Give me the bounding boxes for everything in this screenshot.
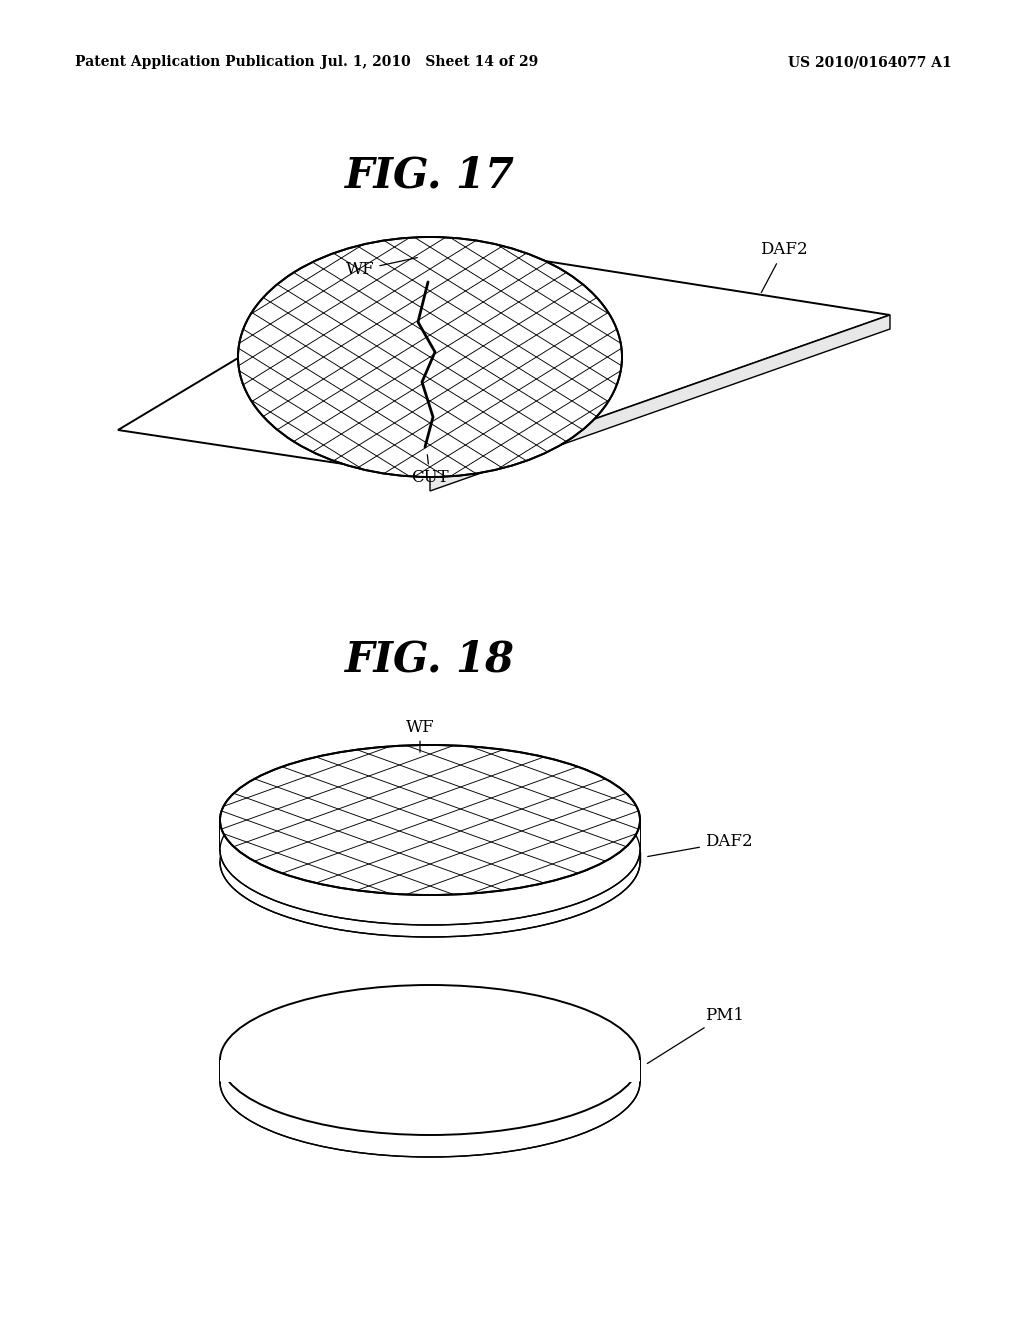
Ellipse shape: [238, 238, 622, 477]
Text: PM1: PM1: [647, 1006, 744, 1064]
Polygon shape: [118, 243, 890, 477]
Ellipse shape: [220, 787, 640, 937]
Text: WF: WF: [406, 718, 434, 752]
Polygon shape: [220, 1060, 640, 1082]
Text: WF: WF: [346, 257, 418, 279]
Polygon shape: [430, 315, 890, 491]
Ellipse shape: [220, 744, 640, 895]
Text: Jul. 1, 2010   Sheet 14 of 29: Jul. 1, 2010 Sheet 14 of 29: [322, 55, 539, 69]
Text: DAF2: DAF2: [648, 833, 753, 857]
Text: DAF2: DAF2: [760, 242, 808, 293]
Text: Patent Application Publication: Patent Application Publication: [75, 55, 314, 69]
Ellipse shape: [220, 985, 640, 1135]
Text: FIG. 18: FIG. 18: [345, 639, 515, 681]
Polygon shape: [220, 820, 640, 850]
Text: CUT: CUT: [412, 455, 449, 487]
Ellipse shape: [220, 775, 640, 925]
Text: FIG. 17: FIG. 17: [345, 154, 515, 195]
Polygon shape: [220, 851, 640, 862]
Text: US 2010/0164077 A1: US 2010/0164077 A1: [788, 55, 952, 69]
Ellipse shape: [220, 1007, 640, 1158]
